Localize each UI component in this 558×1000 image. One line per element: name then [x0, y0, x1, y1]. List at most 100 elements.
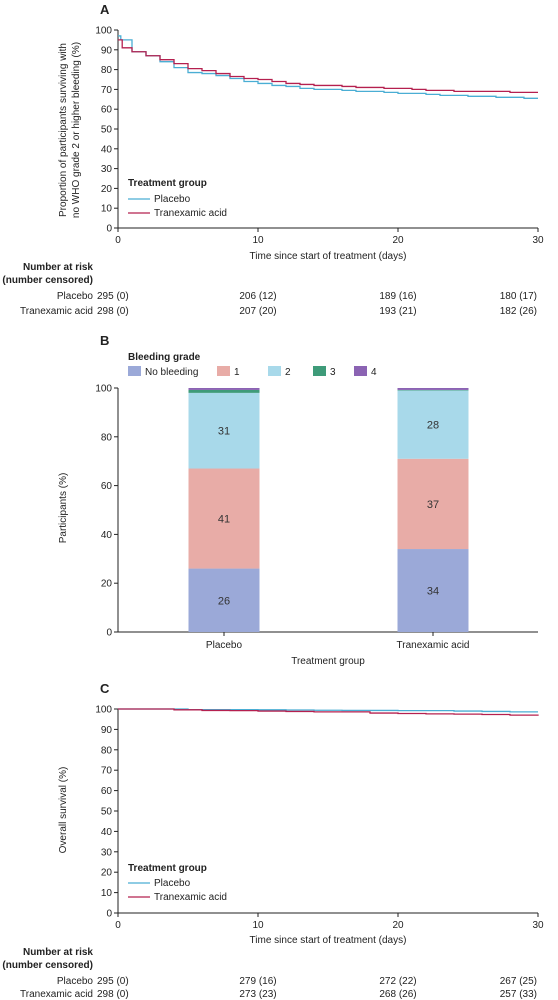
panel-b-y-tick-label: 40	[101, 530, 113, 541]
panel-c-y-tick-label: 90	[101, 725, 113, 736]
bar-data-label: 34	[427, 586, 439, 598]
panel-c-y-tick-label: 0	[106, 909, 112, 920]
panel-a-series-placebo	[118, 35, 538, 99]
panel-a-y-tick-label: 10	[101, 204, 113, 215]
panel-c-risk-label-tranexamic: Tranexamic acid	[20, 989, 93, 1000]
panel-a-risk-title-2: (number censored)	[2, 275, 93, 286]
panel-b-y-tick-label: 80	[101, 432, 113, 443]
bar-data-label: 41	[218, 514, 230, 526]
bar-data-label: 28	[427, 420, 439, 432]
panel-b-category-label: Tranexamic acid	[397, 640, 470, 651]
legend-swatch	[354, 366, 367, 376]
panel-a-y-tick-label: 60	[101, 105, 113, 116]
panel-b-y-tick-label: 20	[101, 579, 113, 590]
panel-b-letter: B	[100, 333, 109, 348]
panel-c-letter: C	[100, 681, 110, 696]
panel-b: B Bleeding grade No bleeding 1 2 3 4 0204060…	[58, 333, 538, 667]
legend-label: 1	[234, 367, 240, 378]
panel-a-letter: A	[100, 2, 110, 17]
bar-data-label: 31	[218, 426, 230, 438]
panel-b-ylabel: Participants (%)	[58, 473, 69, 544]
panel-c-legend: Treatment group Placebo Tranexamic acid	[128, 863, 227, 903]
panel-a-ylabel-1: Proportion of participants surviving wit…	[58, 43, 69, 217]
risk-cell: 273 (23)	[239, 989, 276, 1000]
bar-segment	[397, 388, 469, 390]
panel-c-x-tick-label: 10	[252, 920, 264, 931]
panel-c-risk-label-placebo: Placebo	[57, 976, 94, 987]
panel-c-legend-placebo: Placebo	[154, 878, 191, 889]
panel-a-x-tick-label: 0	[115, 235, 121, 246]
panel-a-legend-tranexamic: Tranexamic acid	[154, 208, 227, 219]
legend-label: No bleeding	[145, 367, 198, 378]
bar-data-label: 37	[427, 499, 439, 511]
bar-segment	[188, 389, 260, 393]
risk-cell: 295 (0)	[97, 976, 129, 987]
panel-b-bars: 26 41 31 34 37 28	[188, 388, 469, 632]
panel-c-risk-title-2: (number censored)	[2, 960, 93, 971]
panel-a-y-tick-label: 70	[101, 85, 113, 96]
panel-c: C 0 10 20 30 40 50 60 70 80 90 100 0 10 20 30 Overall …	[2, 681, 544, 1000]
risk-cell: 279 (16)	[239, 976, 276, 987]
panel-a-lines	[118, 35, 538, 99]
panel-a-x-tick-label: 20	[392, 235, 404, 246]
bar-data-label: 26	[218, 595, 230, 607]
panel-a-risk-label-tranexamic: Tranexamic acid	[20, 306, 93, 317]
legend-label: 3	[330, 367, 336, 378]
panel-a-legend-placebo: Placebo	[154, 194, 191, 205]
risk-cell: 267 (25)	[500, 976, 537, 987]
legend-label: 2	[285, 367, 291, 378]
panel-c-legend-tranexamic: Tranexamic acid	[154, 892, 227, 903]
panel-a-ylabel-2: no WHO grade 2 or higher bleeding (%)	[71, 42, 82, 218]
risk-cell: 298 (0)	[97, 989, 129, 1000]
panel-a-y-tick-label: 20	[101, 184, 113, 195]
panel-b-category-label: Placebo	[206, 640, 243, 651]
risk-cell: 272 (22)	[379, 976, 416, 987]
bar-segment	[188, 568, 260, 632]
legend-label: 4	[371, 367, 377, 378]
panel-a-xlabel: Time since start of treatment (days)	[250, 251, 407, 262]
panel-a-y-tick-label: 50	[101, 125, 113, 136]
panel-a-risk-title-1: Number at risk	[23, 262, 93, 273]
legend-swatch	[128, 366, 141, 376]
panel-c-series-tranexamic	[118, 708, 539, 716]
panel-a-y-tick-label: 90	[101, 45, 113, 56]
panel-c-x-tick-label: 20	[392, 920, 404, 931]
panel-a-y-tick-label: 30	[101, 164, 113, 175]
panel-c-y-tick-label: 60	[101, 786, 113, 797]
panel-a-risk-table: Number at risk (number censored) Placebo…	[2, 262, 537, 317]
panel-c-x-tick-label: 0	[115, 920, 121, 931]
risk-cell: 207 (20)	[239, 306, 276, 317]
panel-b-y-tick-label: 0	[106, 628, 112, 639]
panel-a-risk-label-placebo: Placebo	[57, 291, 94, 302]
panel-a-y-tick-label: 100	[95, 26, 112, 37]
bar-segment	[188, 468, 260, 569]
bar-segment	[397, 549, 469, 632]
panel-c-ylabel: Overall survival (%)	[58, 767, 69, 854]
panel-b-axes: 0 20 40 60 80 100 Placebo Tranexamic acid	[95, 384, 538, 651]
panel-c-risk-table: Number at risk (number censored) Placebo…	[2, 947, 537, 1000]
panel-c-axes: 0 10 20 30 40 50 60 70 80 90 100 0 10 20 30	[95, 705, 544, 932]
bar-segment	[397, 390, 469, 459]
risk-cell: 268 (26)	[379, 989, 416, 1000]
risk-cell: 257 (33)	[500, 989, 537, 1000]
risk-cell: 298 (0)	[97, 306, 129, 317]
panel-b-y-tick-label: 100	[95, 384, 112, 395]
panel-c-y-tick-label: 50	[101, 807, 113, 818]
legend-swatch	[268, 366, 281, 376]
panel-c-legend-title: Treatment group	[128, 863, 207, 874]
panel-a-y-tick-label: 80	[101, 65, 113, 76]
risk-cell: 295 (0)	[97, 291, 129, 302]
panel-b-legend-title: Bleeding grade	[128, 352, 201, 363]
panel-a-x-tick-label: 30	[532, 235, 544, 246]
panel-c-series-placebo	[118, 708, 538, 713]
panel-c-y-tick-label: 40	[101, 827, 113, 838]
panel-b-legend: No bleeding 1 2 3 4	[128, 366, 377, 378]
panel-b-y-tick-label: 60	[101, 481, 113, 492]
risk-cell: 193 (21)	[379, 306, 416, 317]
panel-a-legend-title: Treatment group	[128, 178, 207, 189]
panel-a-y-tick-label: 40	[101, 144, 113, 155]
panel-a-y-tick-label: 0	[106, 224, 112, 235]
risk-cell: 189 (16)	[379, 291, 416, 302]
bar-segment	[188, 388, 260, 390]
